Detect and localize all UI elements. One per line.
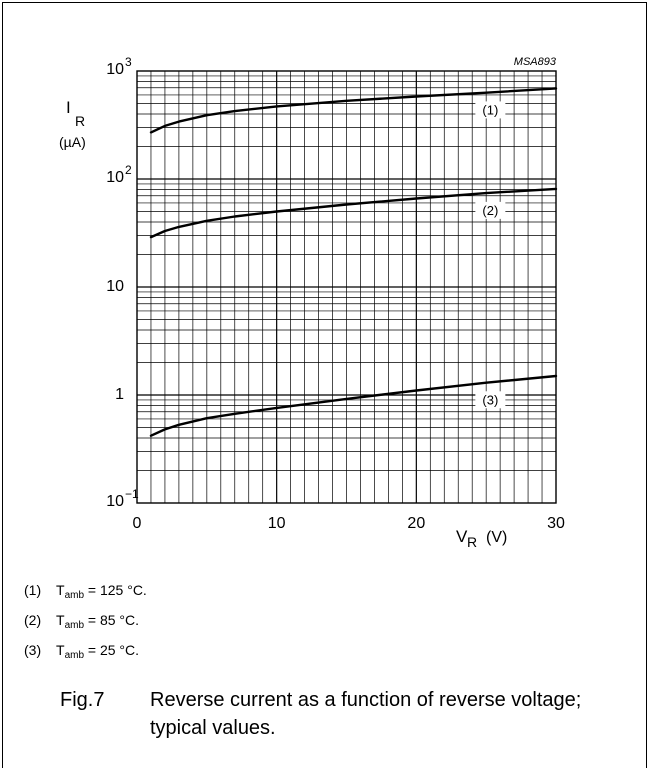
y-tick-label: 1 (115, 386, 124, 403)
curve-label-background (475, 391, 506, 409)
legend: (1) Tamb = 125 °C. (2) Tamb = 85 °C. (3) Ta… (24, 578, 147, 668)
legend-symbol: T (56, 582, 65, 598)
y-tick-exponent: 2 (125, 163, 132, 177)
figure-code: MSA893 (514, 56, 557, 68)
x-tick-label: 30 (547, 515, 565, 532)
plot-border (136, 70, 557, 504)
y-axis-subscript: R (75, 113, 85, 129)
y-tick-label: 10 (106, 61, 124, 78)
legend-symbol: T (56, 612, 65, 628)
legend-value: = 25 °C. (84, 642, 140, 658)
legend-subscript: amb (64, 650, 85, 661)
legend-value: = 85 °C. (84, 612, 140, 628)
x-tick-label: 0 (133, 515, 142, 532)
legend-value: = 125 °C. (84, 582, 147, 598)
y-tick-label: 10 (106, 169, 124, 186)
x-axis-symbol: V (456, 527, 468, 546)
y-axis-symbol: I (66, 98, 71, 117)
y-axis-unit: (µA) (59, 134, 86, 150)
y-tick-label: 10 (106, 493, 124, 510)
y-tick-label: 10 (106, 278, 124, 295)
x-axis-label: V R (V) (456, 527, 507, 550)
legend-item: (3) Tamb = 25 °C. (24, 638, 147, 668)
series-curve-3 (149, 374, 558, 437)
legend-number: (1) (24, 582, 42, 598)
legend-symbol: T (56, 642, 65, 658)
x-axis-unit: (V) (486, 529, 507, 546)
curve-label-background (475, 201, 506, 219)
legend-number: (2) (24, 612, 42, 628)
caption-text: Reverse current as a function of reverse… (150, 689, 582, 739)
y-tick-exponent: −1 (125, 487, 139, 501)
y-axis-label: I R (µA) (59, 98, 86, 150)
legend-number: (3) (24, 642, 42, 658)
legend-item: (1) Tamb = 125 °C. (24, 578, 147, 608)
x-tick-label: 20 (407, 515, 425, 532)
curve-label: (1) (482, 102, 498, 117)
curves (149, 87, 558, 437)
series-curve-1 (149, 87, 558, 134)
x-axis-subscript: R (467, 534, 477, 550)
legend-subscript: amb (64, 620, 85, 631)
curve-labels: (1) (2) (3) (475, 101, 506, 409)
figure-number: Fig.7 (60, 689, 105, 711)
major-gridlines (137, 71, 556, 503)
legend-subscript: amb (64, 590, 85, 601)
curve-label: (2) (482, 203, 498, 218)
y-tick-exponent: 3 (125, 55, 132, 69)
curve-label: (3) (482, 392, 498, 407)
x-tick-label: 10 (268, 515, 286, 532)
curve-label-background (475, 101, 506, 119)
series-curve-2 (149, 187, 558, 239)
legend-item: (2) Tamb = 85 °C. (24, 608, 147, 638)
